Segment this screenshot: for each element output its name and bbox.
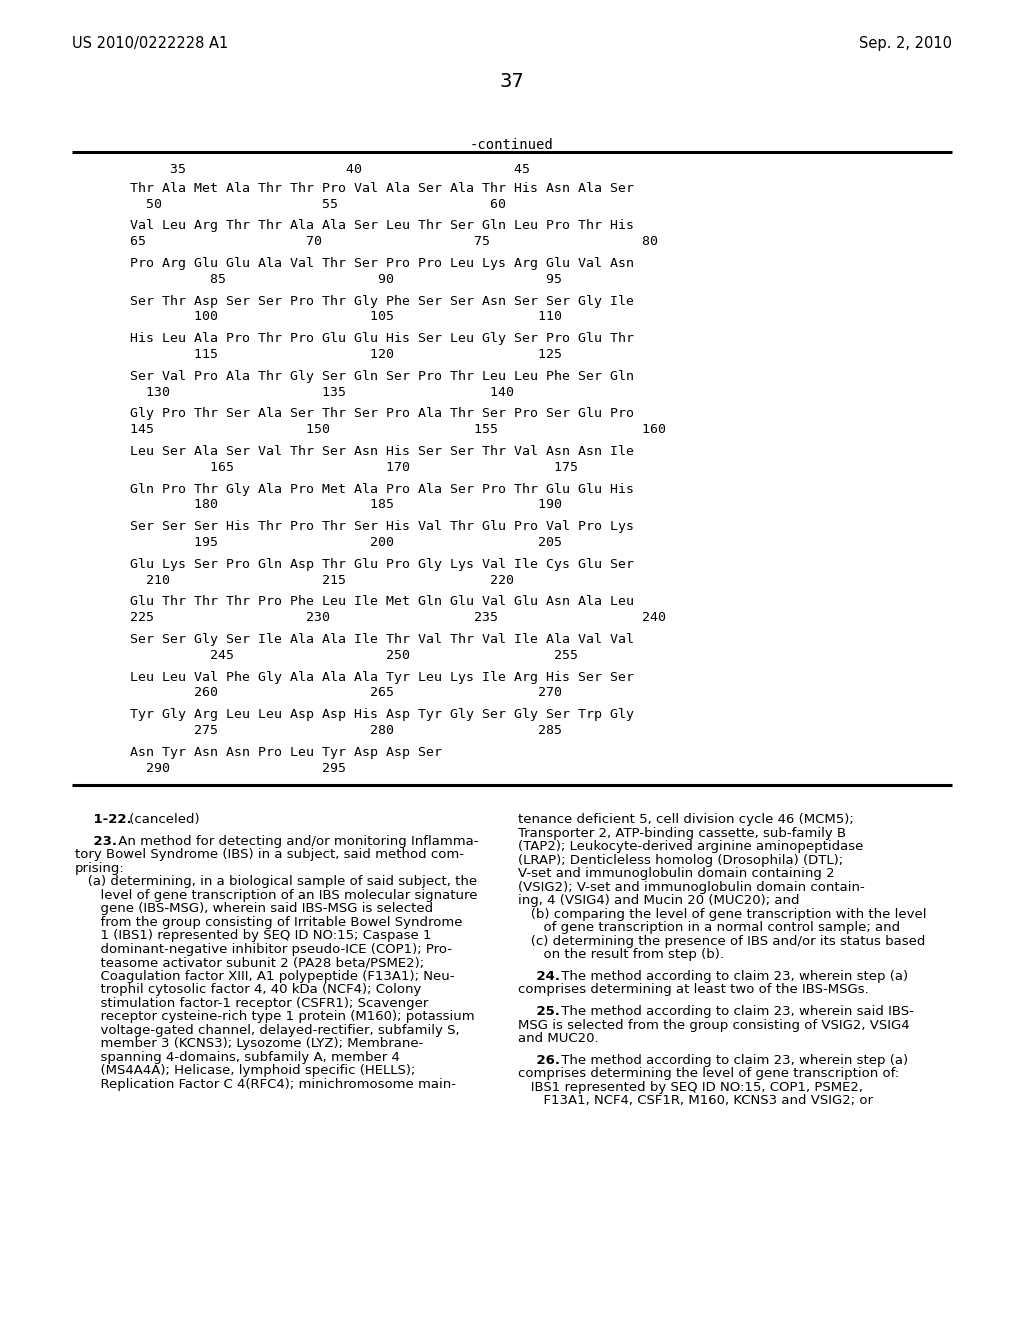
Text: prising:: prising: (75, 862, 125, 875)
Text: F13A1, NCF4, CSF1R, M160, KCNS3 and VSIG2; or: F13A1, NCF4, CSF1R, M160, KCNS3 and VSIG… (518, 1094, 873, 1107)
Text: Transporter 2, ATP-binding cassette, sub-family B: Transporter 2, ATP-binding cassette, sub… (518, 826, 846, 840)
Text: Leu Leu Val Phe Gly Ala Ala Ala Tyr Leu Lys Ile Arg His Ser Ser: Leu Leu Val Phe Gly Ala Ala Ala Tyr Leu … (130, 671, 634, 684)
Text: 195                   200                  205: 195 200 205 (130, 536, 562, 549)
Text: 145                   150                  155                  160: 145 150 155 160 (130, 424, 666, 436)
Text: 1 (IBS1) represented by SEQ ID NO:15; Caspase 1: 1 (IBS1) represented by SEQ ID NO:15; Ca… (75, 929, 431, 942)
Text: V-set and immunoglobulin domain containing 2: V-set and immunoglobulin domain containi… (518, 867, 835, 880)
Text: Ser Val Pro Ala Thr Gly Ser Gln Ser Pro Thr Leu Leu Phe Ser Gln: Ser Val Pro Ala Thr Gly Ser Gln Ser Pro … (130, 370, 634, 383)
Text: Ser Thr Asp Ser Ser Pro Thr Gly Phe Ser Ser Asn Ser Ser Gly Ile: Ser Thr Asp Ser Ser Pro Thr Gly Phe Ser … (130, 294, 634, 308)
Text: (MS4A4A); Helicase, lymphoid specific (HELLS);: (MS4A4A); Helicase, lymphoid specific (H… (75, 1064, 416, 1077)
Text: 130                   135                  140: 130 135 140 (130, 385, 514, 399)
Text: member 3 (KCNS3); Lysozome (LYZ); Membrane-: member 3 (KCNS3); Lysozome (LYZ); Membra… (75, 1038, 423, 1051)
Text: IBS1 represented by SEQ ID NO:15, COP1, PSME2,: IBS1 represented by SEQ ID NO:15, COP1, … (518, 1081, 863, 1094)
Text: 24.: 24. (518, 970, 560, 983)
Text: Sep. 2, 2010: Sep. 2, 2010 (859, 36, 952, 51)
Text: 1-22.: 1-22. (75, 813, 132, 826)
Text: stimulation factor-1 receptor (CSFR1); Scavenger: stimulation factor-1 receptor (CSFR1); S… (75, 997, 428, 1010)
Text: 65                    70                   75                   80: 65 70 75 80 (130, 235, 658, 248)
Text: Ser Ser Ser His Thr Pro Thr Ser His Val Thr Glu Pro Val Pro Lys: Ser Ser Ser His Thr Pro Thr Ser His Val … (130, 520, 634, 533)
Text: gene (IBS-MSG), wherein said IBS-MSG is selected: gene (IBS-MSG), wherein said IBS-MSG is … (75, 903, 433, 916)
Text: His Leu Ala Pro Thr Pro Glu Glu His Ser Leu Gly Ser Pro Glu Thr: His Leu Ala Pro Thr Pro Glu Glu His Ser … (130, 333, 634, 346)
Text: An method for detecting and/or monitoring Inflamma-: An method for detecting and/or monitorin… (114, 836, 478, 847)
Text: 26.: 26. (518, 1053, 560, 1067)
Text: 85                   90                   95: 85 90 95 (130, 273, 562, 286)
Text: The method according to claim 23, wherein step (a): The method according to claim 23, wherei… (557, 970, 908, 983)
Text: The method according to claim 23, wherein said IBS-: The method according to claim 23, wherei… (557, 1005, 913, 1018)
Text: Replication Factor C 4(RFC4); minichromosome main-: Replication Factor C 4(RFC4); minichromo… (75, 1078, 456, 1092)
Text: 115                   120                  125: 115 120 125 (130, 348, 562, 360)
Text: (canceled): (canceled) (125, 813, 200, 826)
Text: tory Bowel Syndrome (IBS) in a subject, said method com-: tory Bowel Syndrome (IBS) in a subject, … (75, 849, 464, 862)
Text: 290                   295: 290 295 (130, 762, 346, 775)
Text: 225                   230                  235                  240: 225 230 235 240 (130, 611, 666, 624)
Text: 260                   265                  270: 260 265 270 (130, 686, 562, 700)
Text: comprises determining the level of gene transcription of:: comprises determining the level of gene … (518, 1067, 899, 1080)
Text: Val Leu Arg Thr Thr Ala Ala Ser Leu Thr Ser Gln Leu Pro Thr His: Val Leu Arg Thr Thr Ala Ala Ser Leu Thr … (130, 219, 634, 232)
Text: receptor cysteine-rich type 1 protein (M160); potassium: receptor cysteine-rich type 1 protein (M… (75, 1011, 475, 1023)
Text: 100                   105                  110: 100 105 110 (130, 310, 562, 323)
Text: ing, 4 (VSIG4) and Mucin 20 (MUC20); and: ing, 4 (VSIG4) and Mucin 20 (MUC20); and (518, 895, 800, 907)
Text: Pro Arg Glu Glu Ala Val Thr Ser Pro Pro Leu Lys Arg Glu Val Asn: Pro Arg Glu Glu Ala Val Thr Ser Pro Pro … (130, 257, 634, 271)
Text: Gly Pro Thr Ser Ala Ser Thr Ser Pro Ala Thr Ser Pro Ser Glu Pro: Gly Pro Thr Ser Ala Ser Thr Ser Pro Ala … (130, 408, 634, 420)
Text: (a) determining, in a biological sample of said subject, the: (a) determining, in a biological sample … (75, 875, 477, 888)
Text: The method according to claim 23, wherein step (a): The method according to claim 23, wherei… (557, 1053, 908, 1067)
Text: Leu Ser Ala Ser Val Thr Ser Asn His Ser Ser Thr Val Asn Asn Ile: Leu Ser Ala Ser Val Thr Ser Asn His Ser … (130, 445, 634, 458)
Text: Glu Thr Thr Thr Pro Phe Leu Ile Met Gln Glu Val Glu Asn Ala Leu: Glu Thr Thr Thr Pro Phe Leu Ile Met Gln … (130, 595, 634, 609)
Text: 275                   280                  285: 275 280 285 (130, 723, 562, 737)
Text: (LRAP); Denticleless homolog (Drosophila) (DTL);: (LRAP); Denticleless homolog (Drosophila… (518, 854, 843, 867)
Text: comprises determining at least two of the IBS-MSGs.: comprises determining at least two of th… (518, 983, 868, 997)
Text: 180                   185                  190: 180 185 190 (130, 499, 562, 511)
Text: Glu Lys Ser Pro Gln Asp Thr Glu Pro Gly Lys Val Ile Cys Glu Ser: Glu Lys Ser Pro Gln Asp Thr Glu Pro Gly … (130, 558, 634, 570)
Text: Gln Pro Thr Gly Ala Pro Met Ala Pro Ala Ser Pro Thr Glu Glu His: Gln Pro Thr Gly Ala Pro Met Ala Pro Ala … (130, 483, 634, 495)
Text: 25.: 25. (518, 1005, 560, 1018)
Text: Asn Tyr Asn Asn Pro Leu Tyr Asp Asp Ser: Asn Tyr Asn Asn Pro Leu Tyr Asp Asp Ser (130, 746, 442, 759)
Text: Ser Ser Gly Ser Ile Ala Ala Ile Thr Val Thr Val Ile Ala Val Val: Ser Ser Gly Ser Ile Ala Ala Ile Thr Val … (130, 634, 634, 645)
Text: teasome activator subunit 2 (PA28 beta/PSME2);: teasome activator subunit 2 (PA28 beta/P… (75, 957, 424, 969)
Text: 210                   215                  220: 210 215 220 (130, 574, 514, 586)
Text: (c) determining the presence of IBS and/or its status based: (c) determining the presence of IBS and/… (518, 935, 926, 948)
Text: trophil cytosolic factor 4, 40 kDa (NCF4); Colony: trophil cytosolic factor 4, 40 kDa (NCF4… (75, 983, 421, 997)
Text: 35                    40                   45: 35 40 45 (130, 162, 530, 176)
Text: (b) comparing the level of gene transcription with the level: (b) comparing the level of gene transcri… (518, 908, 927, 921)
Text: dominant-negative inhibitor pseudo-ICE (COP1); Pro-: dominant-negative inhibitor pseudo-ICE (… (75, 942, 452, 956)
Text: from the group consisting of Irritable Bowel Syndrome: from the group consisting of Irritable B… (75, 916, 463, 929)
Text: US 2010/0222228 A1: US 2010/0222228 A1 (72, 36, 228, 51)
Text: Thr Ala Met Ala Thr Thr Pro Val Ala Ser Ala Thr His Asn Ala Ser: Thr Ala Met Ala Thr Thr Pro Val Ala Ser … (130, 182, 634, 195)
Text: MSG is selected from the group consisting of VSIG2, VSIG4: MSG is selected from the group consistin… (518, 1019, 909, 1032)
Text: voltage-gated channel, delayed-rectifier, subfamily S,: voltage-gated channel, delayed-rectifier… (75, 1024, 460, 1038)
Text: tenance deficient 5, cell division cycle 46 (MCM5);: tenance deficient 5, cell division cycle… (518, 813, 854, 826)
Text: (VSIG2); V-set and immunoglobulin domain contain-: (VSIG2); V-set and immunoglobulin domain… (518, 880, 864, 894)
Text: Coagulation factor XIII, A1 polypeptide (F13A1); Neu-: Coagulation factor XIII, A1 polypeptide … (75, 970, 455, 983)
Text: 50                    55                   60: 50 55 60 (130, 198, 506, 211)
Text: 37: 37 (500, 73, 524, 91)
Text: spanning 4-domains, subfamily A, member 4: spanning 4-domains, subfamily A, member … (75, 1051, 400, 1064)
Text: level of gene transcription of an IBS molecular signature: level of gene transcription of an IBS mo… (75, 888, 477, 902)
Text: 165                   170                  175: 165 170 175 (130, 461, 578, 474)
Text: 245                   250                  255: 245 250 255 (130, 649, 578, 661)
Text: 23.: 23. (75, 836, 117, 847)
Text: -continued: -continued (470, 139, 554, 152)
Text: on the result from step (b).: on the result from step (b). (518, 948, 724, 961)
Text: and MUC20.: and MUC20. (518, 1032, 599, 1045)
Text: Tyr Gly Arg Leu Leu Asp Asp His Asp Tyr Gly Ser Gly Ser Trp Gly: Tyr Gly Arg Leu Leu Asp Asp His Asp Tyr … (130, 709, 634, 721)
Text: of gene transcription in a normal control sample; and: of gene transcription in a normal contro… (518, 921, 900, 935)
Text: (TAP2); Leukocyte-derived arginine aminopeptidase: (TAP2); Leukocyte-derived arginine amino… (518, 841, 863, 854)
